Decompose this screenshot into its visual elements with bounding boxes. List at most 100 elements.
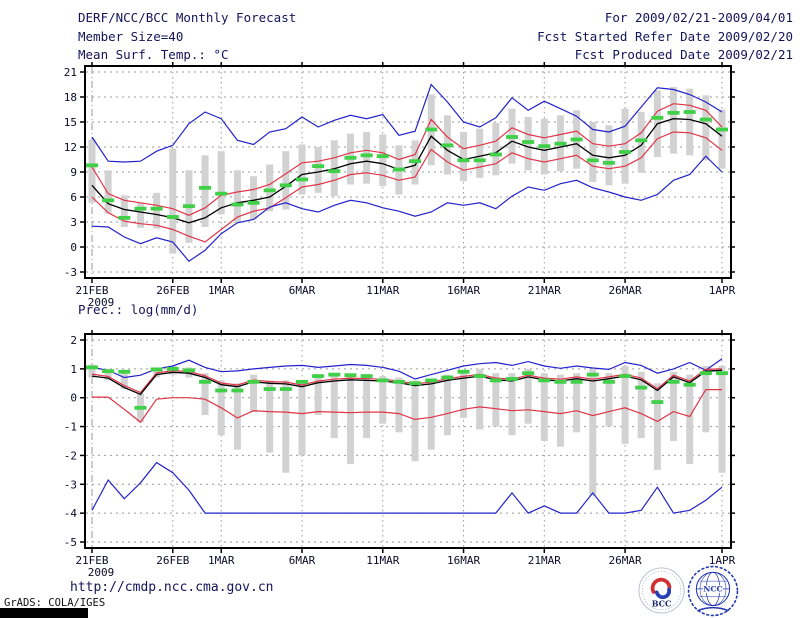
ncc-logo-text: NCC (703, 585, 723, 594)
observation-dash (602, 379, 615, 384)
series-ensemble-mean (91, 369, 723, 396)
spread-bar (653, 383, 661, 470)
spread-bar (104, 170, 112, 214)
spread-bar (250, 176, 258, 220)
y-tick-label: 21 (64, 66, 77, 79)
observation-dash (457, 158, 470, 163)
bcc-logo-text: BCC (652, 598, 672, 608)
observation-dash (699, 371, 712, 376)
spread-bar (589, 122, 597, 182)
observation-dash (715, 127, 728, 132)
y-tick-label: 1 (70, 363, 77, 376)
observation-dash (425, 127, 438, 132)
spread-bar (621, 365, 629, 444)
x-tick-label: 21MAR (528, 554, 561, 567)
observation-dash (295, 177, 308, 182)
y-tick-label: -3 (64, 266, 77, 279)
observation-dash (586, 372, 599, 377)
line-series (91, 358, 723, 514)
spread-bar (573, 373, 581, 433)
observation-dash (86, 163, 98, 168)
observation-dash (651, 115, 664, 120)
series-spread-upper (91, 368, 723, 394)
prec-panel-title: Prec.: log(mm/d) (78, 302, 199, 317)
observation-dash (489, 378, 502, 383)
x-tick-label: 26FEB (156, 284, 189, 297)
observation-dash (279, 183, 292, 188)
x-tick-label: 11MAR (366, 554, 399, 567)
observation-dash (522, 371, 535, 376)
observation-dash (376, 154, 389, 159)
observation-dash (215, 388, 228, 393)
spread-bar (363, 374, 371, 439)
observation-dash (392, 379, 405, 384)
observation-dash (215, 191, 228, 196)
observation-dash (231, 202, 244, 207)
x-tick-label: 21FEB (75, 284, 108, 297)
observation-dash (425, 378, 438, 383)
spread-bar (88, 139, 96, 203)
spread-bar (460, 132, 468, 182)
observation-dash (554, 379, 567, 384)
temp-panel-title: Mean Surf. Temp.: °C (78, 47, 229, 62)
observation-dash (199, 379, 212, 384)
observation-dash (586, 158, 599, 163)
observation-dash (667, 110, 680, 115)
spread-bar (637, 371, 645, 439)
series-ensemble-min (91, 461, 723, 514)
observation-dash (538, 144, 551, 149)
spread-bar (621, 108, 629, 184)
observation-dash (570, 379, 583, 384)
spread-bar (492, 122, 500, 176)
x-tick-label: 11MAR (366, 284, 399, 297)
observation-dash (263, 188, 276, 193)
spread-bar (605, 373, 613, 427)
spread-bar (605, 125, 613, 186)
spread-bar (88, 364, 96, 378)
spread-bar (104, 368, 112, 381)
series-spread-upper (91, 103, 723, 216)
axes-frame (84, 65, 732, 279)
y-tick-label: 12 (64, 141, 77, 154)
series-ensemble-max (91, 83, 723, 163)
spread-bar (508, 373, 516, 436)
axes-frame (84, 333, 732, 549)
observation-dash (134, 206, 147, 211)
grads-credit: GrADS: COLA/IGES (4, 597, 106, 609)
spread-bar (460, 370, 468, 418)
spread-bar (120, 370, 128, 390)
y-tick-label: 18 (64, 91, 77, 104)
y-tick-label: 2 (70, 334, 77, 347)
spread-bar (185, 367, 193, 378)
y-tick-label: 3 (70, 216, 77, 229)
observation-dash (118, 215, 131, 220)
spread-bar (250, 374, 258, 413)
spread-bar (686, 374, 694, 465)
spread-bars (88, 87, 726, 254)
observation-dash (312, 164, 325, 169)
observation-dash (683, 110, 696, 114)
observation-dash (150, 206, 163, 211)
observation-dash (376, 378, 389, 383)
spread-bar (282, 380, 290, 473)
observation-dash (199, 185, 212, 190)
spread-bar (411, 380, 419, 462)
observation-dash (619, 150, 632, 154)
observation-dash (635, 138, 648, 143)
observation-dash (279, 387, 292, 391)
observation-dash (231, 388, 244, 393)
series-ensemble-max (91, 358, 723, 380)
spread-bar (298, 144, 306, 195)
spread-bar (492, 373, 500, 427)
spread-bars (88, 364, 726, 496)
spread-bar (718, 109, 726, 169)
observation-dash (360, 374, 373, 378)
observation-dash (247, 379, 260, 384)
observation-dash (489, 152, 502, 157)
observation-dash (554, 141, 567, 146)
spread-bar (314, 376, 322, 416)
